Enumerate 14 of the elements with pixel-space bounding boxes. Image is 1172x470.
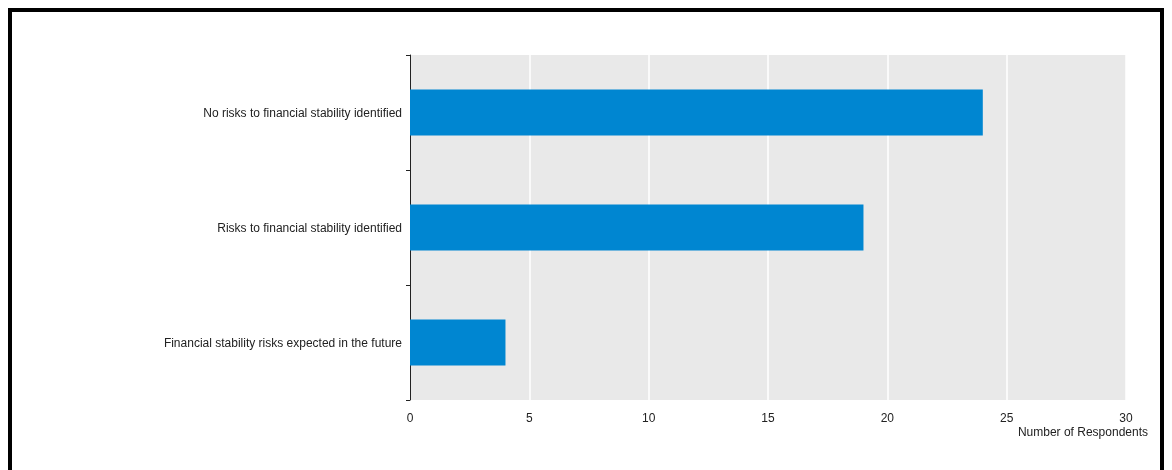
x-tick-label: 20 [880, 411, 895, 425]
x-axis-title: Number of Respondents [1017, 425, 1148, 439]
y-tick-label: No risks to financial stability identified [203, 105, 402, 120]
bar [410, 319, 506, 366]
x-tick-label: 10 [641, 411, 656, 425]
y-tick-label: Financial stability risks expected in the future [163, 335, 403, 350]
bar [410, 204, 864, 251]
x-tick-label: 15 [761, 411, 775, 425]
x-tick-label: 0 [406, 411, 414, 425]
y-tick-label: Risks to financial stability identified [217, 220, 402, 235]
x-tick-label: 30 [1119, 411, 1133, 425]
x-tick-label: 5 [525, 411, 533, 425]
bar [410, 89, 983, 136]
x-tick-label: 25 [999, 411, 1014, 425]
